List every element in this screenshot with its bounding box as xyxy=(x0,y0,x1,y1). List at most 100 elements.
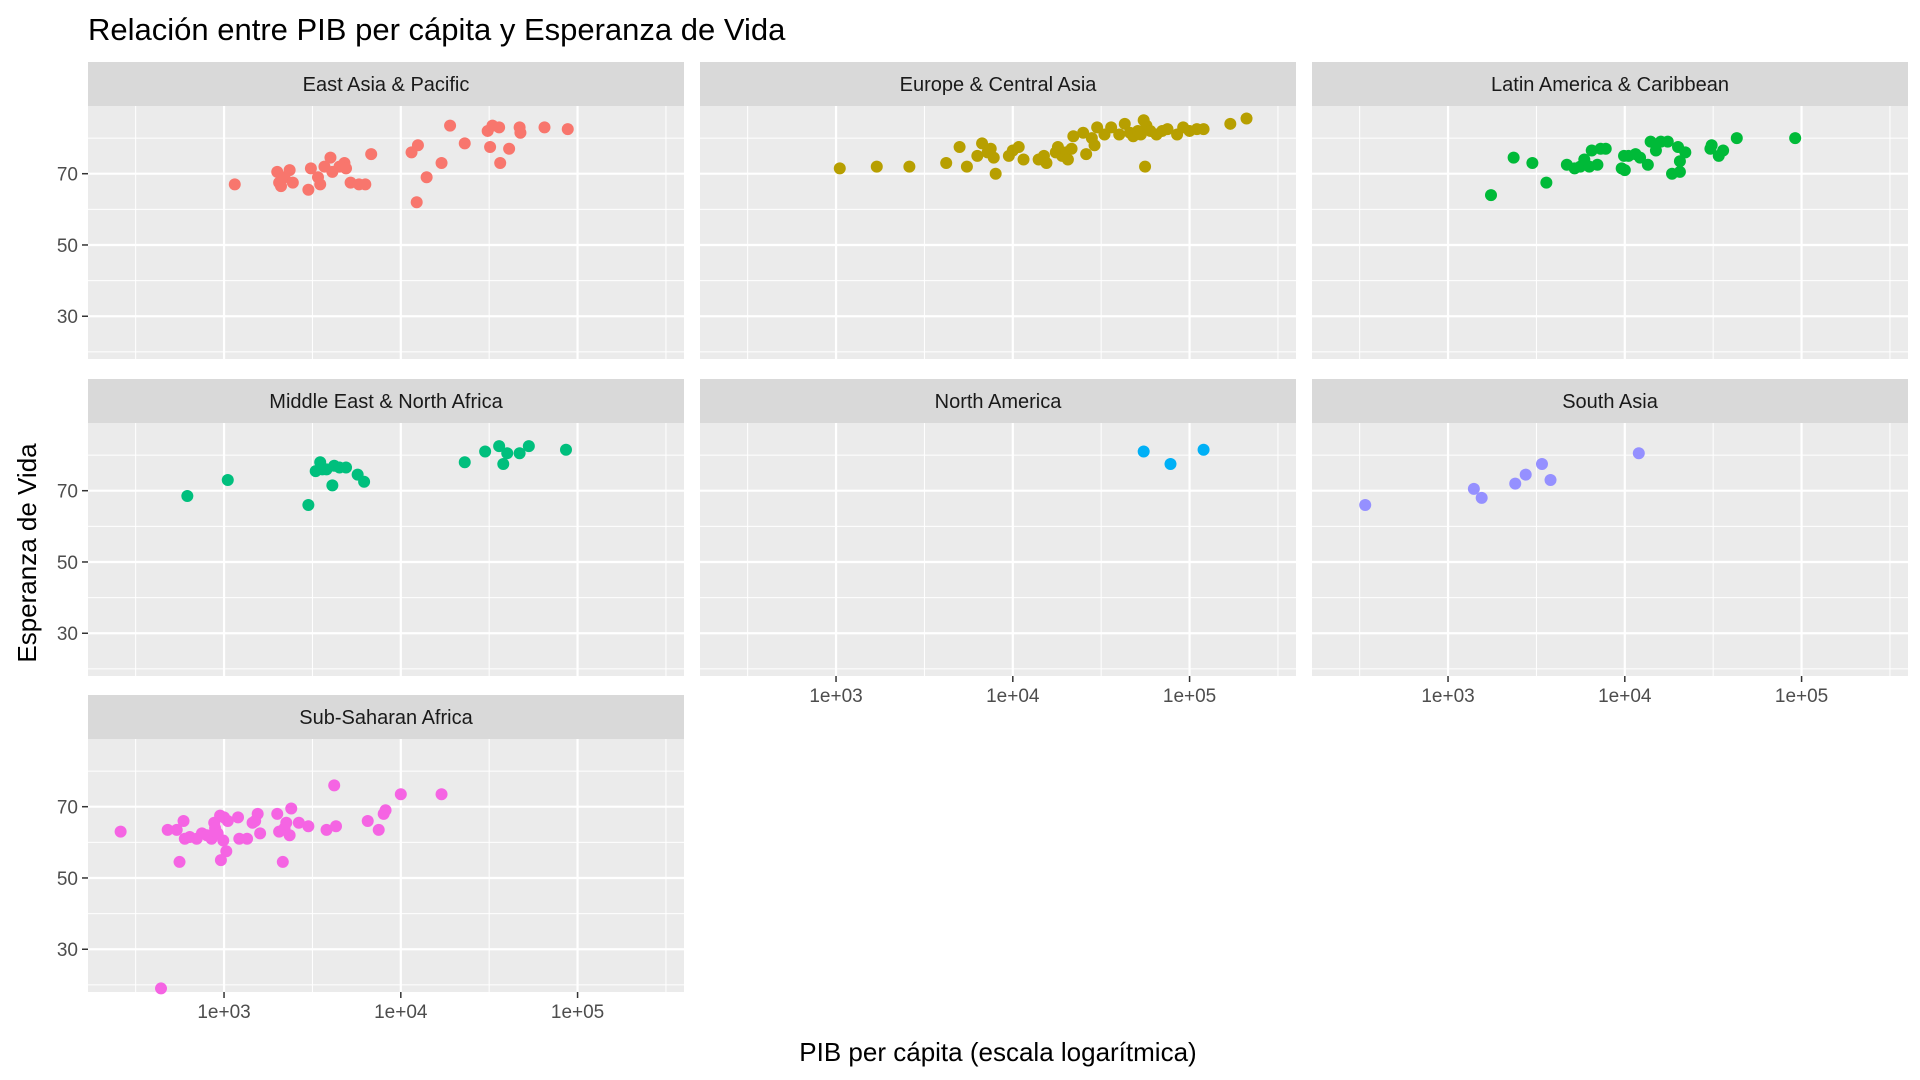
data-point xyxy=(271,807,284,820)
facet-strip-label: North America xyxy=(935,391,1063,413)
data-point xyxy=(1240,112,1253,125)
data-point xyxy=(1040,157,1053,170)
facet-panel: Europe & Central Asia xyxy=(700,62,1296,359)
data-point xyxy=(1061,153,1074,166)
data-point xyxy=(435,157,448,170)
data-point xyxy=(330,820,343,833)
data-point xyxy=(493,121,506,134)
facet-panel: South Asia 1e+03 1e+04 1e+05 xyxy=(1312,379,1908,707)
data-point xyxy=(254,827,267,840)
data-point xyxy=(1065,142,1078,155)
data-point xyxy=(559,443,572,456)
data-point xyxy=(181,490,194,503)
data-point xyxy=(1017,153,1030,166)
data-point xyxy=(458,456,471,469)
data-point xyxy=(987,151,1000,164)
data-point xyxy=(497,457,510,470)
data-point xyxy=(1519,468,1532,481)
facet-strip xyxy=(88,62,684,106)
data-point xyxy=(411,139,424,152)
data-point xyxy=(394,788,407,801)
data-point xyxy=(1088,139,1101,152)
data-point xyxy=(285,802,298,815)
data-point xyxy=(1632,447,1645,460)
data-point xyxy=(324,151,337,164)
data-point xyxy=(251,807,264,820)
data-point xyxy=(410,196,423,209)
y-tick-label: 70 xyxy=(57,798,78,819)
data-point xyxy=(870,160,883,173)
data-point xyxy=(1134,128,1147,141)
data-point xyxy=(1359,498,1372,511)
facet-strip-label: Sub-Saharan Africa xyxy=(299,707,473,729)
facet-strip-label: South Asia xyxy=(1562,391,1659,413)
data-point xyxy=(1526,157,1539,170)
data-point xyxy=(1634,151,1647,164)
data-point xyxy=(1649,144,1662,157)
x-axis-title: PIB per cápita (escala logarítmica) xyxy=(799,1037,1196,1067)
plot-panel-background xyxy=(1312,423,1908,676)
facet-strip xyxy=(700,62,1296,106)
data-point xyxy=(1644,135,1657,148)
y-tick-label: 30 xyxy=(57,624,78,645)
data-point xyxy=(1507,151,1520,164)
data-point xyxy=(286,176,299,189)
data-point xyxy=(1591,158,1604,171)
facet-strip-label: Europe & Central Asia xyxy=(900,74,1098,96)
facet-strip-label: Middle East & North Africa xyxy=(269,391,503,413)
y-tick-label: 50 xyxy=(57,869,78,890)
facet-strip xyxy=(88,379,684,423)
facet-panel: Middle East & North Africa 30 50 70 xyxy=(57,379,684,676)
data-point xyxy=(221,814,234,827)
data-point xyxy=(1197,123,1210,136)
data-point xyxy=(1164,457,1177,470)
data-point xyxy=(173,855,186,868)
facet-panel: North America 1e+03 1e+04 1e+05 xyxy=(700,379,1296,707)
data-point xyxy=(304,162,317,175)
data-point xyxy=(379,804,392,817)
data-point xyxy=(484,140,497,153)
data-point xyxy=(435,788,448,801)
y-tick-label: 50 xyxy=(57,236,78,257)
data-point xyxy=(1789,132,1802,145)
data-point xyxy=(1197,443,1210,456)
data-point xyxy=(283,164,296,177)
facet-strip xyxy=(1312,62,1908,106)
data-point xyxy=(420,171,433,184)
plot-panel-background xyxy=(1312,106,1908,359)
data-point xyxy=(953,140,966,153)
data-point xyxy=(161,823,174,836)
data-point xyxy=(326,479,339,492)
chart-title: Relación entre PIB per cápita y Esperanz… xyxy=(88,12,786,47)
data-point xyxy=(1673,165,1686,178)
x-tick-label: 1e+03 xyxy=(197,1002,250,1023)
x-tick-label: 1e+04 xyxy=(1598,686,1652,707)
data-point xyxy=(522,440,535,453)
data-point xyxy=(1599,142,1612,155)
data-point xyxy=(1585,144,1598,157)
data-point xyxy=(1161,123,1174,136)
x-tick-label: 1e+04 xyxy=(986,686,1040,707)
data-point xyxy=(221,474,234,487)
data-point xyxy=(1475,491,1488,504)
data-point xyxy=(513,447,526,460)
data-point xyxy=(444,119,457,132)
data-point xyxy=(479,445,492,458)
data-point xyxy=(561,123,574,136)
data-point xyxy=(170,823,183,836)
data-point xyxy=(1118,117,1131,130)
facet-panel: Sub-Saharan Africa 30 50 70 1e+03 1e+04 1e+05 xyxy=(57,695,684,1023)
facet-panel: East Asia & Pacific 30 50 70 xyxy=(57,62,684,359)
data-point xyxy=(1105,121,1118,134)
data-point xyxy=(372,823,385,836)
data-point xyxy=(340,461,353,474)
data-point xyxy=(1137,445,1150,458)
data-point xyxy=(1544,474,1557,487)
data-point xyxy=(1705,139,1718,152)
plot-panel-background xyxy=(700,106,1296,359)
data-point xyxy=(241,832,254,845)
x-tick-label: 1e+05 xyxy=(1163,686,1216,707)
plot-panel-background xyxy=(700,423,1296,676)
data-point xyxy=(1484,189,1497,202)
data-point xyxy=(976,137,989,150)
